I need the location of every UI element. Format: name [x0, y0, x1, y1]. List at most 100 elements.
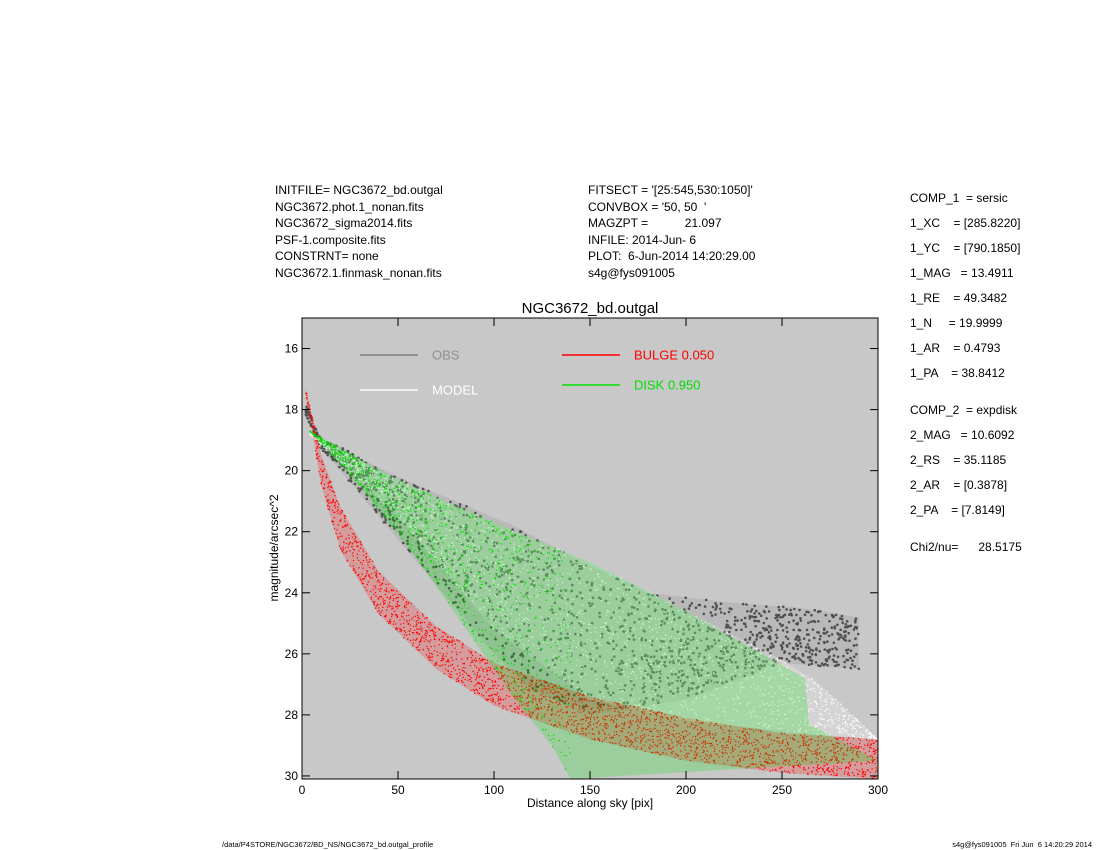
point-bulge — [817, 771, 819, 773]
point-bulge — [876, 757, 878, 759]
point-bulge — [424, 634, 426, 636]
point-obs — [854, 620, 857, 624]
point-obs — [456, 605, 460, 609]
point-obs — [384, 518, 388, 522]
point-bulge — [378, 610, 380, 612]
point-obs — [849, 666, 853, 670]
point-bulge — [485, 691, 487, 693]
point-bulge — [375, 605, 378, 607]
point-model — [779, 659, 781, 662]
point-bulge — [470, 650, 473, 653]
point-bulge — [386, 596, 389, 599]
point-model — [823, 724, 826, 727]
point-obs — [424, 517, 428, 521]
point-obs — [810, 653, 814, 656]
point-model — [810, 702, 812, 705]
point-obs — [816, 610, 820, 614]
point-bulge — [836, 772, 838, 775]
point-model — [821, 688, 823, 690]
point-bulge — [450, 674, 452, 676]
point-bulge — [506, 694, 508, 697]
point-obs — [557, 563, 561, 567]
point-bulge — [830, 773, 832, 776]
point-bulge — [843, 772, 846, 775]
point-bulge — [429, 622, 431, 624]
point-bulge — [847, 774, 849, 776]
point-obs — [748, 636, 752, 640]
point-obs — [837, 638, 840, 641]
point-bulge — [863, 748, 865, 750]
point-obs — [807, 633, 810, 636]
point-bulge — [383, 602, 385, 604]
point-obs — [588, 652, 592, 656]
point-obs — [824, 613, 828, 617]
point-obs — [751, 652, 755, 655]
point-obs — [828, 619, 831, 623]
point-obs — [781, 629, 785, 632]
point-bulge — [871, 762, 873, 764]
point-obs — [655, 649, 658, 653]
point-model — [821, 717, 823, 720]
point-obs — [653, 609, 657, 613]
point-obs — [518, 628, 521, 632]
point-bulge — [416, 638, 418, 640]
point-obs — [814, 653, 818, 656]
point-obs — [471, 540, 475, 543]
point-bulge — [399, 630, 401, 633]
point-obs — [710, 614, 714, 617]
point-model — [848, 715, 850, 717]
point-bulge — [356, 541, 358, 544]
point-bulge — [424, 632, 427, 634]
point-model — [858, 721, 860, 723]
point-bulge — [476, 671, 479, 674]
point-obs — [847, 631, 850, 635]
point-obs — [580, 597, 584, 600]
point-obs — [456, 533, 459, 537]
point-model — [769, 655, 771, 658]
point-bulge — [327, 494, 329, 496]
point-obs — [777, 605, 780, 609]
point-obs — [799, 645, 803, 648]
point-model — [854, 727, 856, 730]
point-model — [855, 730, 858, 732]
param-2-pa: 2_PA = [7.8149] — [910, 503, 1005, 517]
point-obs — [553, 663, 557, 667]
point-bulge — [362, 548, 364, 551]
point-bulge — [415, 639, 417, 641]
point-bulge — [436, 651, 438, 653]
point-obs — [725, 619, 729, 623]
point-bulge — [868, 740, 870, 742]
point-bulge — [461, 669, 463, 672]
point-model — [868, 731, 870, 733]
point-obs — [826, 649, 829, 652]
point-bulge — [406, 619, 408, 622]
point-obs — [795, 613, 798, 617]
point-bulge — [433, 626, 436, 629]
point-bulge — [425, 634, 428, 637]
point-bulge — [856, 747, 858, 750]
point-bulge — [470, 677, 472, 679]
point-model — [808, 710, 810, 713]
point-obs — [722, 663, 725, 667]
point-obs — [602, 588, 606, 591]
point-bulge — [838, 767, 840, 769]
point-bulge — [510, 705, 513, 707]
point-bulge — [419, 622, 422, 625]
point-obs — [730, 637, 733, 640]
point-obs — [718, 607, 722, 611]
point-bulge — [327, 508, 329, 510]
point-obs — [753, 604, 756, 608]
point-model — [311, 434, 313, 437]
point-model — [827, 724, 829, 726]
point-obs — [702, 612, 706, 616]
mask-file-line: NGC3672.1.finmask_nonan.fits — [275, 265, 442, 280]
point-bulge — [349, 541, 351, 543]
point-model — [842, 718, 845, 721]
point-model — [823, 699, 826, 701]
point-bulge — [323, 468, 325, 470]
point-obs — [379, 473, 383, 476]
point-obs — [734, 661, 737, 664]
point-obs — [670, 655, 674, 658]
point-obs — [570, 621, 574, 625]
point-bulge — [833, 775, 835, 777]
